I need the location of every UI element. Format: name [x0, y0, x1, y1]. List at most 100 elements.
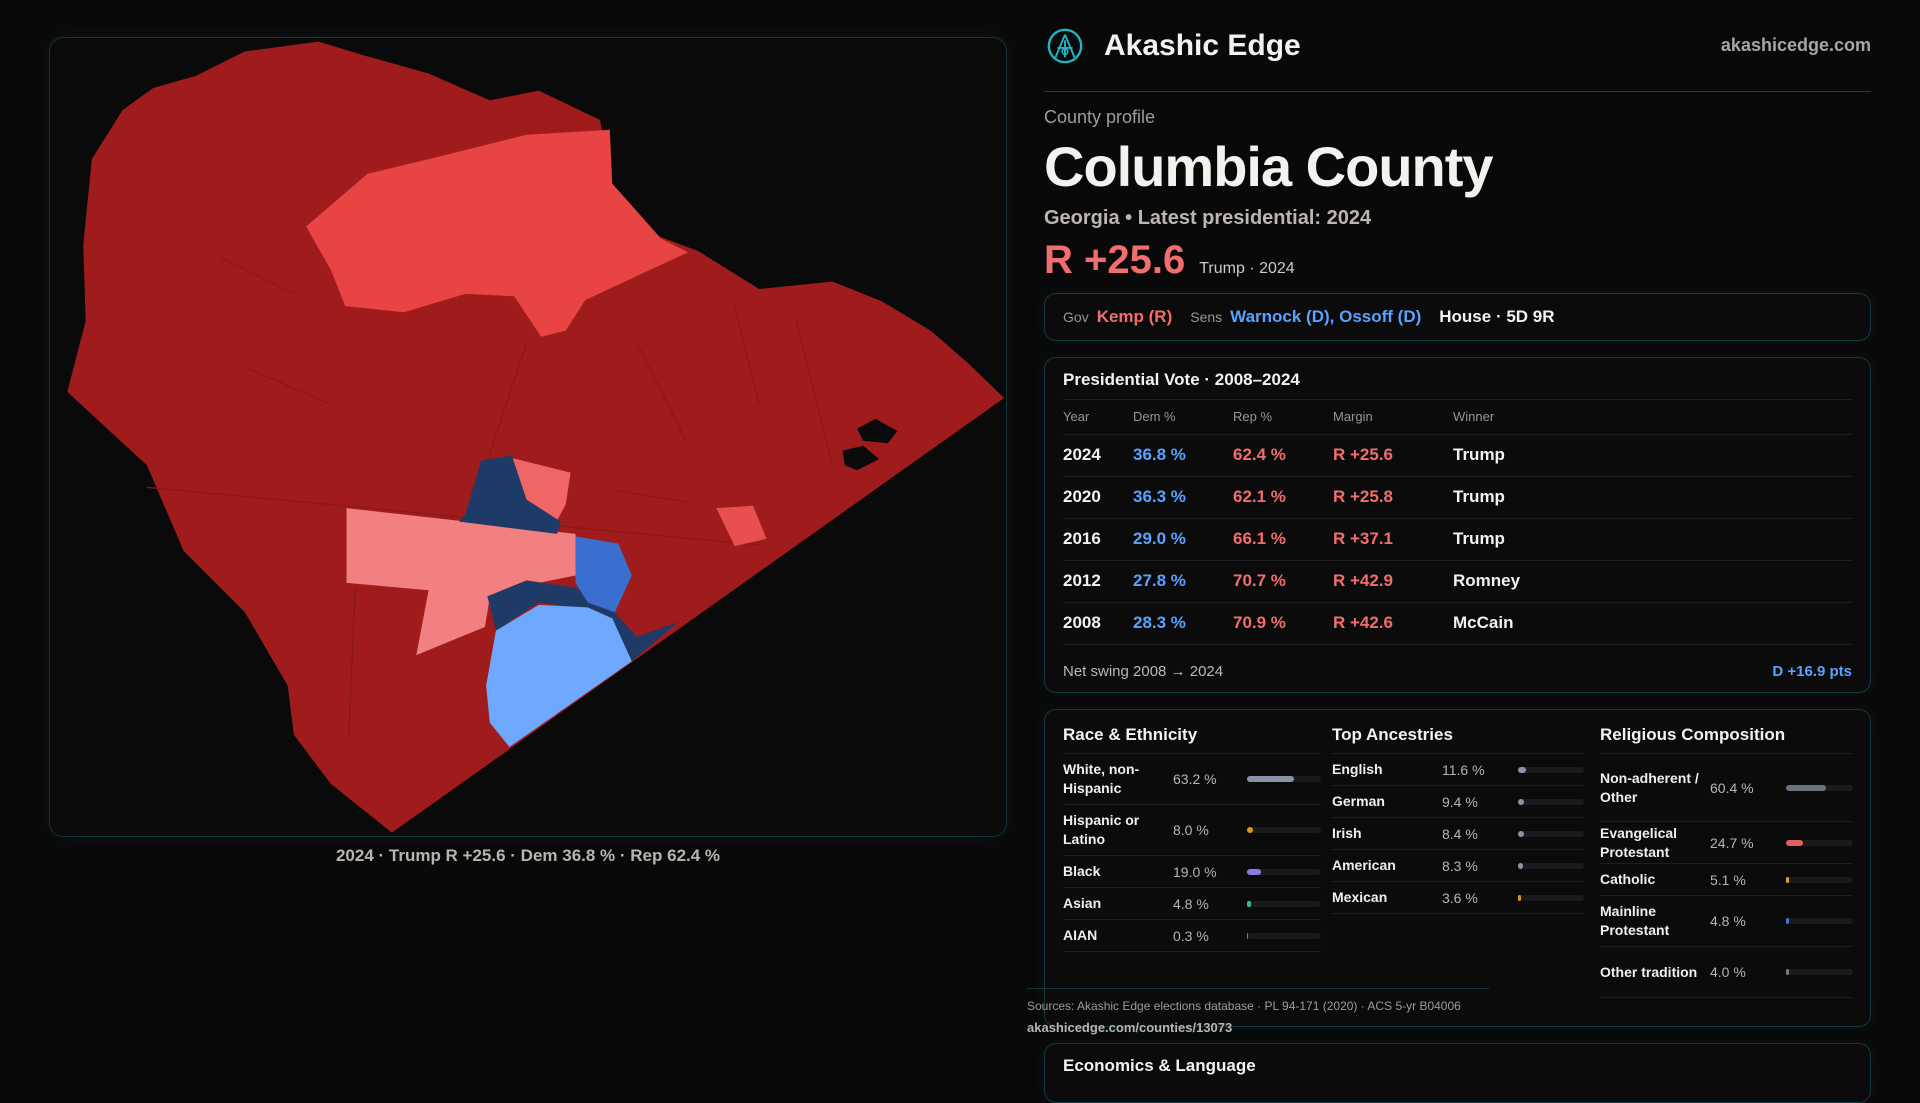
item-bar: [1786, 840, 1853, 846]
rep-pct-cell: 70.9 %: [1233, 602, 1333, 644]
dem-pct-cell: 36.8 %: [1133, 434, 1233, 476]
presidential-card: Presidential Vote · 2008–2024 Year Dem %…: [1044, 357, 1871, 693]
margin-cell: R +42.6: [1333, 602, 1453, 644]
subtitle: Georgia • Latest presidential: 2024: [1044, 207, 1871, 230]
item-value: 5.1 %: [1710, 872, 1786, 888]
rep-pct-cell: 62.1 %: [1233, 476, 1333, 518]
dem-pct-cell: 36.3 %: [1133, 476, 1233, 518]
winner-cell: Trump: [1453, 518, 1852, 560]
item-bar: [1786, 785, 1853, 791]
sources-note: Sources: Akashic Edge elections database…: [1027, 988, 1489, 1013]
item-bar-fill: [1518, 799, 1524, 805]
site-link[interactable]: akashicedge.com: [1721, 35, 1871, 56]
item-name: Other tradition: [1600, 963, 1710, 982]
page-title: Columbia County: [1044, 134, 1871, 199]
item-bar: [1518, 831, 1584, 837]
religion-section: Religious Composition Non-adherent / Oth…: [1600, 710, 1853, 998]
winner-cell: McCain: [1453, 602, 1852, 644]
header: Akashic Edge akashicedge.com: [1044, 0, 1871, 92]
item-value: 4.8 %: [1173, 896, 1247, 912]
margin-cell: R +25.6: [1333, 434, 1453, 476]
item-value: 11.6 %: [1442, 762, 1518, 778]
item-value: 4.0 %: [1710, 964, 1786, 980]
economics-card: Economics & Language: [1044, 1043, 1871, 1103]
item-value: 3.6 %: [1442, 890, 1518, 906]
akashic-logo-icon: [1046, 27, 1084, 65]
item-bar-fill: [1786, 840, 1803, 846]
item-name: German: [1332, 792, 1442, 811]
item-bar-fill: [1518, 767, 1526, 773]
presidential-title: Presidential Vote · 2008–2024: [1063, 358, 1852, 400]
headline-margin-sub: Trump · 2024: [1199, 260, 1294, 278]
item-bar-fill: [1518, 831, 1524, 837]
col-winner: Winner: [1453, 400, 1852, 434]
economics-title: Economics & Language: [1063, 1056, 1256, 1075]
col-dem: Dem %: [1133, 400, 1233, 434]
gov-label: Gov: [1063, 309, 1089, 325]
item-value: 24.7 %: [1710, 835, 1786, 851]
net-swing: Net swing 2008 → 2024 D +16.9 pts: [1063, 663, 1852, 680]
item-value: 60.4 %: [1710, 780, 1786, 796]
item-bar: [1518, 863, 1584, 869]
winner-cell: Trump: [1453, 476, 1852, 518]
source-url[interactable]: akashicedge.com/counties/13073: [1027, 1020, 1232, 1035]
brand-name: Akashic Edge: [1104, 29, 1301, 63]
item-bar-fill: [1518, 895, 1521, 901]
item-name: Hispanic or Latino: [1063, 811, 1173, 849]
headline-margin: R +25.6: [1044, 238, 1185, 283]
item-bar-fill: [1518, 863, 1523, 869]
item-bar-fill: [1247, 901, 1251, 907]
race-title: Race & Ethnicity: [1063, 710, 1321, 754]
ancestry-title: Top Ancestries: [1332, 710, 1584, 754]
margin-cell: R +42.9: [1333, 560, 1453, 602]
winner-cell: Trump: [1453, 434, 1852, 476]
item-bar: [1247, 933, 1321, 939]
item-bar-fill: [1247, 827, 1253, 833]
item-name: Black: [1063, 862, 1173, 881]
item-value: 4.8 %: [1710, 913, 1786, 929]
year-cell: 2012: [1063, 560, 1133, 602]
dem-pct-cell: 27.8 %: [1133, 560, 1233, 602]
item-name: Non-adherent / Other: [1600, 769, 1710, 807]
item-bar: [1247, 869, 1321, 875]
house-delegation: House · 5D 9R: [1439, 307, 1554, 327]
item-bar: [1786, 969, 1853, 975]
item-bar: [1786, 877, 1853, 883]
item-bar-fill: [1786, 969, 1789, 975]
officials-bar: Gov Kemp (R) Sens Warnock (D), Ossoff (D…: [1044, 293, 1871, 341]
item-bar-fill: [1786, 785, 1826, 791]
item-value: 8.0 %: [1173, 822, 1247, 838]
item-name: Irish: [1332, 824, 1442, 843]
item-value: 9.4 %: [1442, 794, 1518, 810]
item-bar-fill: [1247, 776, 1294, 782]
margin-cell: R +37.1: [1333, 518, 1453, 560]
year-cell: 2024: [1063, 434, 1133, 476]
item-name: Mainline Protestant: [1600, 902, 1710, 940]
governor: Kemp (R): [1097, 307, 1173, 327]
col-rep: Rep %: [1233, 400, 1333, 434]
item-bar-fill: [1786, 918, 1789, 924]
kicker: County profile: [1044, 107, 1871, 128]
margin-cell: R +25.8: [1333, 476, 1453, 518]
sens-label: Sens: [1190, 309, 1222, 325]
item-bar-fill: [1247, 869, 1261, 875]
item-bar: [1247, 901, 1321, 907]
item-name: White, non-Hispanic: [1063, 760, 1173, 798]
item-name: Catholic: [1600, 870, 1710, 889]
col-margin: Margin: [1333, 400, 1453, 434]
